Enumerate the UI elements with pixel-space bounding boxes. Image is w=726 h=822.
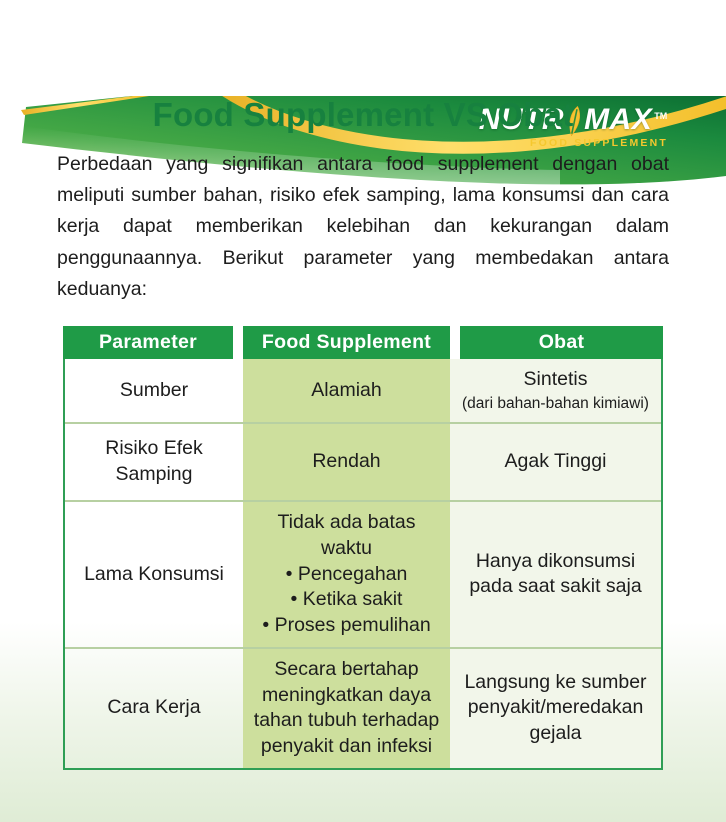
trademark-symbol: TM [654,111,668,121]
table-row: Sumber Alamiah Sintetis (dari bahan-baha… [65,358,661,423]
cell-text: Sintetis [523,367,588,390]
table-row: Risiko Efek Samping Rendah Agak Tinggi [65,422,661,501]
cell-supplement: Secara bertahap meningkatkan daya tahan … [243,648,450,768]
cell-parameter: Risiko Efek Samping [105,437,203,486]
cell-text: Tidak ada batas waktu [277,511,416,559]
bullet-item: • Ketika sakit [290,588,403,611]
table-header-row: Parameter Food Supplement Obat [63,325,663,359]
cell-supplement: Tidak ada batas waktu • Pencegahan • Ket… [243,502,450,647]
cell-text: Langsung ke sumber penyakit/meredakan ge… [464,670,647,745]
leaf-icon [569,105,581,137]
cell-text: Agak Tinggi [504,450,607,473]
logo-tagline: FOOD SUPPLEMENT [529,137,668,149]
cell-obat: Agak Tinggi [450,424,661,501]
table-row: Cara Kerja Secara bertahap meningkatkan … [65,646,661,768]
nutrimax-logo: NUTR MAX TM FOOD SUPPLEMENT [478,105,668,149]
cell-supplement: Rendah [243,424,450,501]
cell-obat: Sintetis (dari bahan-bahan kimiawi) [450,358,661,423]
cell-parameter: Cara Kerja [107,696,201,719]
cell-obat: Langsung ke sumber penyakit/meredakan ge… [450,648,661,768]
table-header-food-supplement: Food Supplement [243,325,450,359]
cell-subtext: (dari bahan-bahan kimiawi) [462,394,649,412]
bullet-item: • Proses pemulihan [262,614,431,637]
cell-obat: Hanya dikonsumsi pada saat sakit saja [450,502,661,647]
table-row: Lama Konsumsi Tidak ada batas waktu • Pe… [65,500,661,647]
header-banner: NUTR MAX TM FOOD SUPPLEMENT [0,96,726,226]
cell-text: Hanya dikonsumsi pada saat sakit saja [469,549,642,598]
cell-text: Alamiah [311,378,382,401]
cell-text: Rendah [312,450,381,473]
cell-text: Secara bertahap meningkatkan daya tahan … [253,657,440,757]
logo-text-max: MAX [584,103,653,136]
table-header-parameter: Parameter [63,325,233,359]
banner-swoosh-graphic [20,96,726,188]
bullet-item: • Pencegahan [285,562,408,585]
cell-supplement: Alamiah [243,358,450,423]
table-header-obat: Obat [460,325,663,359]
table-body: Sumber Alamiah Sintetis (dari bahan-baha… [63,358,663,770]
cell-parameter: Lama Konsumsi [84,562,224,585]
page-title: Food Supplement VS Obat [152,96,574,133]
logo-text-nutr: NUTR [478,103,565,136]
comparison-table: Parameter Food Supplement Obat Sumber Al… [63,325,663,770]
intro-paragraph: Perbedaan yang signifikan antara food su… [57,153,669,300]
cell-parameter: Sumber [119,378,189,401]
